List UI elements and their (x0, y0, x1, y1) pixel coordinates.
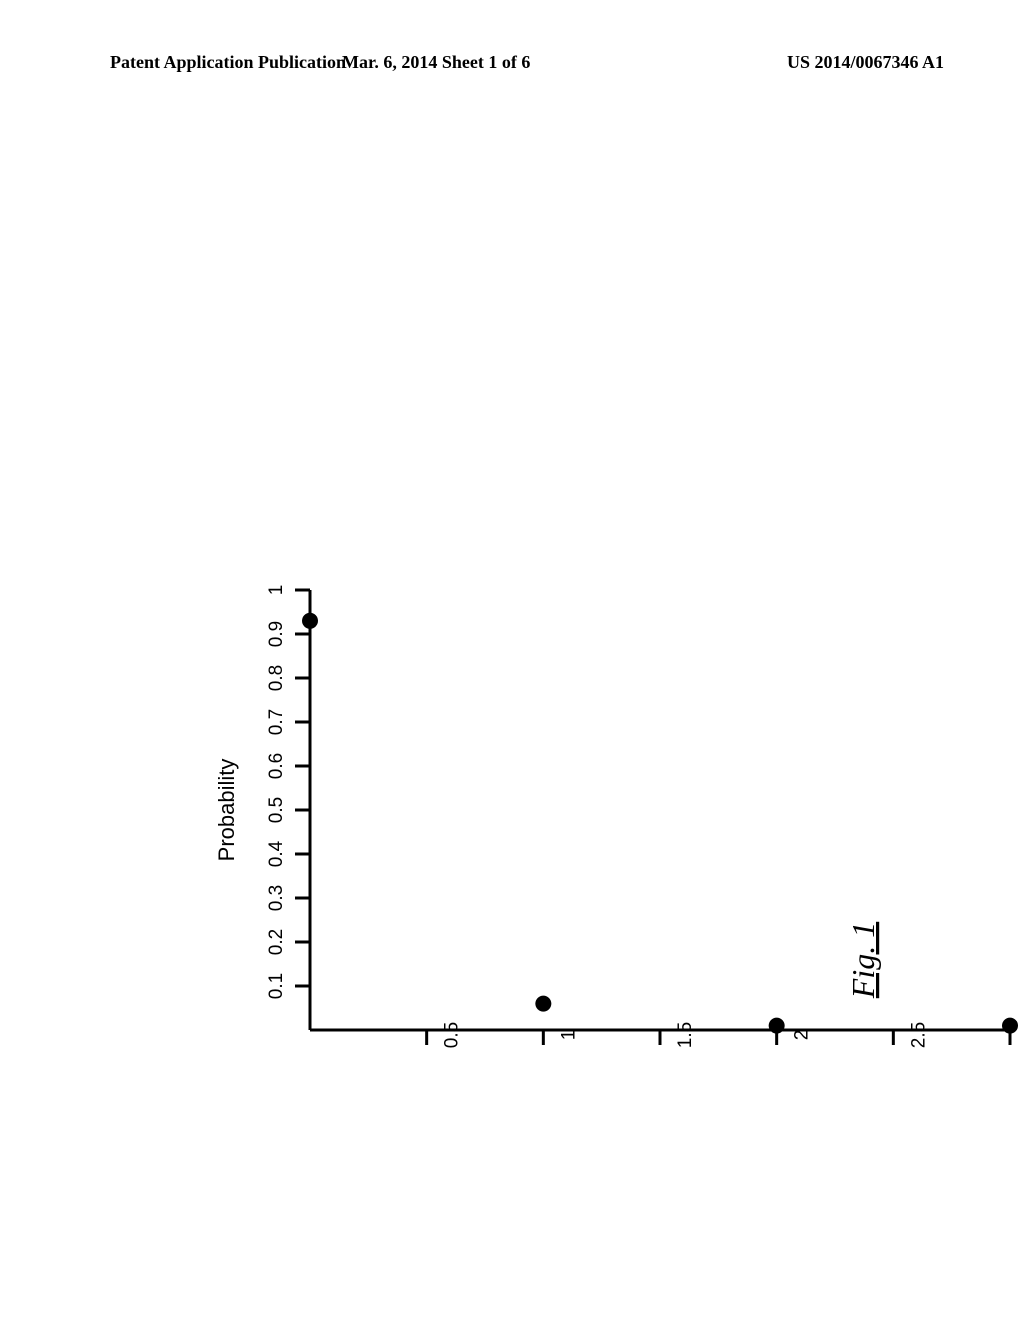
probability-tick-label: 0.4 (266, 840, 287, 867)
data-point (769, 1018, 785, 1034)
page: Patent Application Publication Mar. 6, 2… (0, 0, 1024, 1320)
header-publication-type: Patent Application Publication (110, 52, 346, 73)
probability-tick-label: 0.6 (266, 753, 287, 779)
probability-tick-label: 0.1 (266, 973, 287, 999)
probability-tick-label: 0.7 (266, 709, 287, 735)
value-tick-label: 2.5 (908, 1022, 929, 1048)
value-tick-label: 1.5 (675, 1022, 696, 1048)
value-tick-label: 1 (558, 1030, 579, 1041)
value-tick-label: 0.5 (442, 1022, 463, 1048)
probability-tick-label: 0.2 (266, 929, 287, 955)
y-axis-label: Probability (214, 759, 239, 862)
probability-tick-label: 1 (266, 585, 287, 596)
value-tick-label: 2 (792, 1030, 813, 1041)
figure-label: Fig. 1 (845, 922, 881, 999)
header-publication-number: US 2014/0067346 A1 (787, 52, 944, 73)
probability-tick-label: 0.3 (266, 885, 287, 911)
probability-scatter-chart: 0.1 0.2 0.3 0.4 0.5 0.6 0.7 0.8 0.9 1 0.5 1 1.5 2 2.5… (0, 110, 1024, 1290)
probability-tick-label: 0.9 (266, 621, 287, 647)
data-point (1002, 1018, 1018, 1034)
probability-tick-label: 0.8 (266, 665, 287, 691)
data-point (302, 613, 318, 629)
probability-tick-label: 0.5 (266, 797, 287, 823)
data-point (535, 996, 551, 1012)
header-date-sheet: Mar. 6, 2014 Sheet 1 of 6 (342, 52, 530, 73)
figure-1: 0.1 0.2 0.3 0.4 0.5 0.6 0.7 0.8 0.9 1 0.5 1 1.5 2 2.5… (0, 110, 1024, 1290)
